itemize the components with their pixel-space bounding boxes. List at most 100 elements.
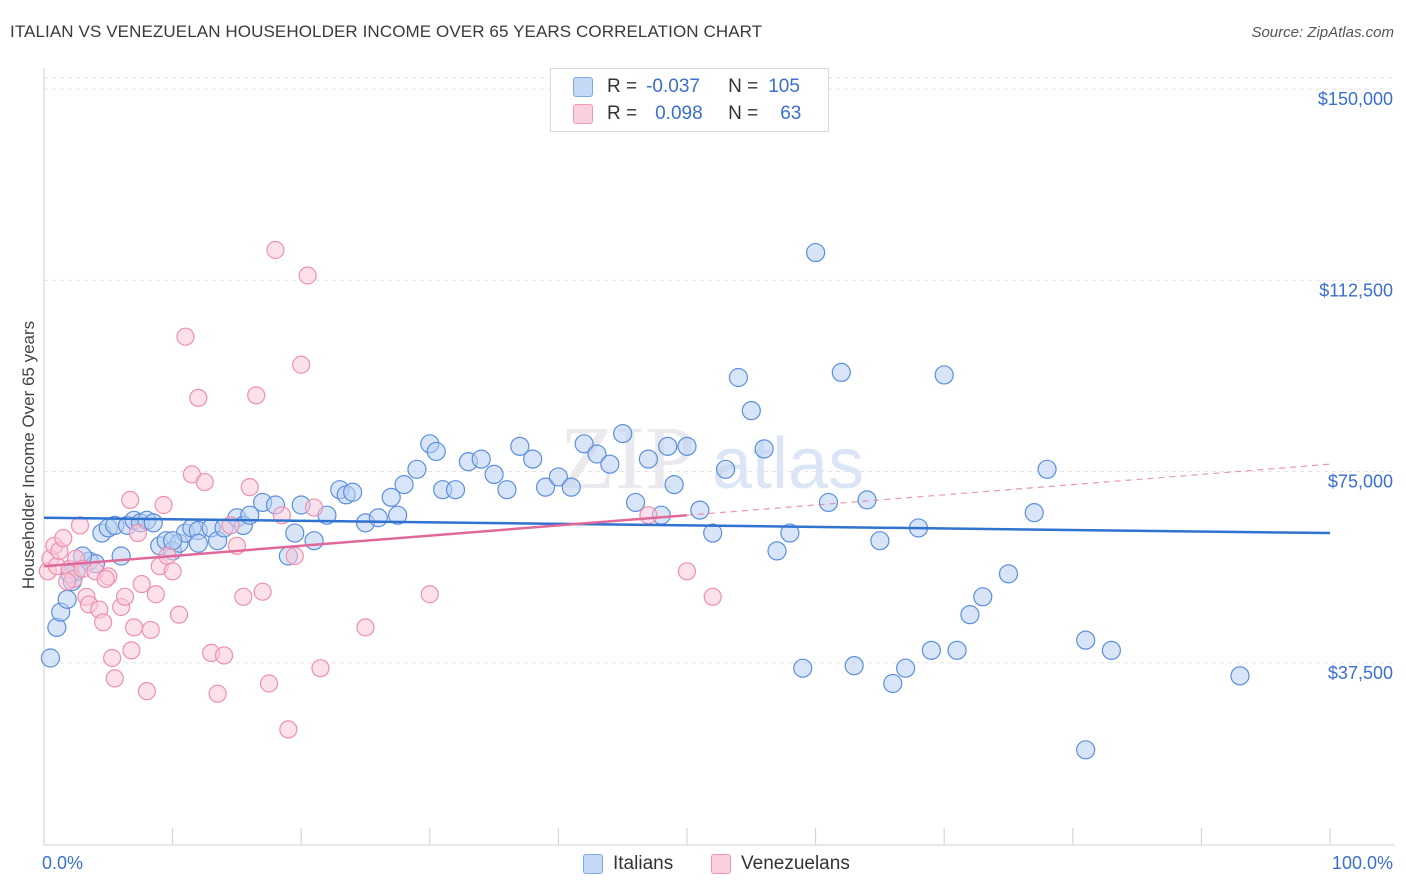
chart-title: ITALIAN VS VENEZUELAN HOUSEHOLDER INCOME… xyxy=(10,22,763,41)
data-point xyxy=(1024,503,1044,523)
data-point xyxy=(40,648,61,668)
trend-line-italians xyxy=(43,516,1331,535)
data-point xyxy=(54,529,73,548)
data-point xyxy=(870,531,890,551)
data-point xyxy=(57,589,77,609)
legend-r-value: -0.037 xyxy=(646,76,700,97)
data-point xyxy=(285,546,304,566)
data-point xyxy=(600,454,620,474)
data-point xyxy=(831,362,851,382)
legend-n-value: 105 xyxy=(768,76,800,97)
data-point xyxy=(311,659,330,678)
data-point xyxy=(715,459,736,479)
data-point xyxy=(388,505,408,525)
data-point xyxy=(639,506,658,525)
data-point xyxy=(279,720,298,739)
data-point xyxy=(132,574,151,594)
data-point xyxy=(94,613,113,632)
data-point xyxy=(1037,459,1057,479)
legend-r-label: R = xyxy=(607,76,638,97)
data-point xyxy=(844,656,864,676)
data-point xyxy=(105,669,124,688)
data-point xyxy=(292,355,311,374)
data-point xyxy=(973,587,993,607)
data-point xyxy=(381,487,401,507)
data-point xyxy=(208,684,227,703)
data-point xyxy=(921,640,941,660)
data-point xyxy=(728,367,749,388)
data-point xyxy=(471,449,491,469)
legend-row-italians: R = -0.037 N = 105 xyxy=(573,74,800,100)
data-point xyxy=(677,562,697,581)
data-point xyxy=(304,531,324,551)
data-point xyxy=(143,513,163,533)
data-point xyxy=(664,475,684,495)
bottom-legend-italians[interactable]: Italians xyxy=(583,851,673,877)
data-point xyxy=(137,682,156,701)
swatch-italians xyxy=(583,854,603,874)
legend-n-label: N = xyxy=(728,76,759,97)
data-point xyxy=(426,441,446,462)
data-point xyxy=(535,477,556,497)
data-point xyxy=(58,572,77,591)
legend-n-label: N = xyxy=(728,103,759,124)
data-point xyxy=(111,546,131,566)
data-point xyxy=(163,562,182,581)
bottom-legend-venezuelans[interactable]: Venezuelans xyxy=(711,851,850,877)
data-point xyxy=(70,516,90,535)
data-point xyxy=(420,585,439,604)
data-point xyxy=(754,439,774,459)
trend-line-venezuelans xyxy=(43,513,688,568)
data-point xyxy=(947,640,967,660)
data-point xyxy=(484,464,504,484)
data-point xyxy=(741,401,761,421)
data-point xyxy=(343,482,363,502)
data-point xyxy=(638,449,659,469)
data-point xyxy=(658,436,678,456)
data-point xyxy=(1076,740,1096,760)
data-point xyxy=(818,492,839,513)
series-venezuelans xyxy=(38,240,722,739)
correlation-legend: R = -0.037 N = 105 R = 0.098 N = 63 xyxy=(550,68,829,132)
data-point xyxy=(998,564,1019,584)
data-point xyxy=(128,523,147,543)
data-point xyxy=(690,500,710,520)
x-tick-label: 100.0% xyxy=(1332,853,1393,873)
data-point xyxy=(793,658,813,678)
data-point xyxy=(214,646,234,665)
data-point xyxy=(857,490,877,510)
data-point xyxy=(548,467,569,487)
data-point xyxy=(122,641,141,660)
data-point xyxy=(613,424,633,444)
data-point xyxy=(247,386,266,405)
data-point xyxy=(625,492,646,513)
gridlines xyxy=(44,77,1395,664)
source-label: Source: ZipAtlas.com xyxy=(1251,24,1394,41)
data-point xyxy=(195,472,214,492)
data-point xyxy=(510,436,530,456)
data-point xyxy=(141,620,160,640)
data-point xyxy=(96,569,115,589)
tick-labels: $37,500 $75,000 $112,500 $150,000 0.0% 100.0% xyxy=(42,89,1393,873)
y-tick-label: $112,500 xyxy=(1319,280,1393,300)
data-point xyxy=(266,240,285,260)
data-point xyxy=(574,434,594,454)
data-point xyxy=(121,490,140,509)
data-point xyxy=(103,648,122,668)
data-point xyxy=(883,673,903,694)
data-point xyxy=(677,436,697,456)
data-point xyxy=(146,585,165,604)
trend-lines xyxy=(43,463,1331,568)
data-point xyxy=(896,658,916,678)
data-point xyxy=(780,523,800,543)
data-point xyxy=(240,478,259,497)
trend-extension-venezuelans xyxy=(686,463,1331,516)
data-point xyxy=(154,495,173,515)
data-point xyxy=(1230,666,1250,686)
x-tick-label: 0.0% xyxy=(42,853,83,873)
legend-n-value: 63 xyxy=(780,103,802,124)
data-point xyxy=(561,477,581,497)
y-tick-label: $75,000 xyxy=(1328,472,1393,492)
data-point xyxy=(703,523,723,543)
